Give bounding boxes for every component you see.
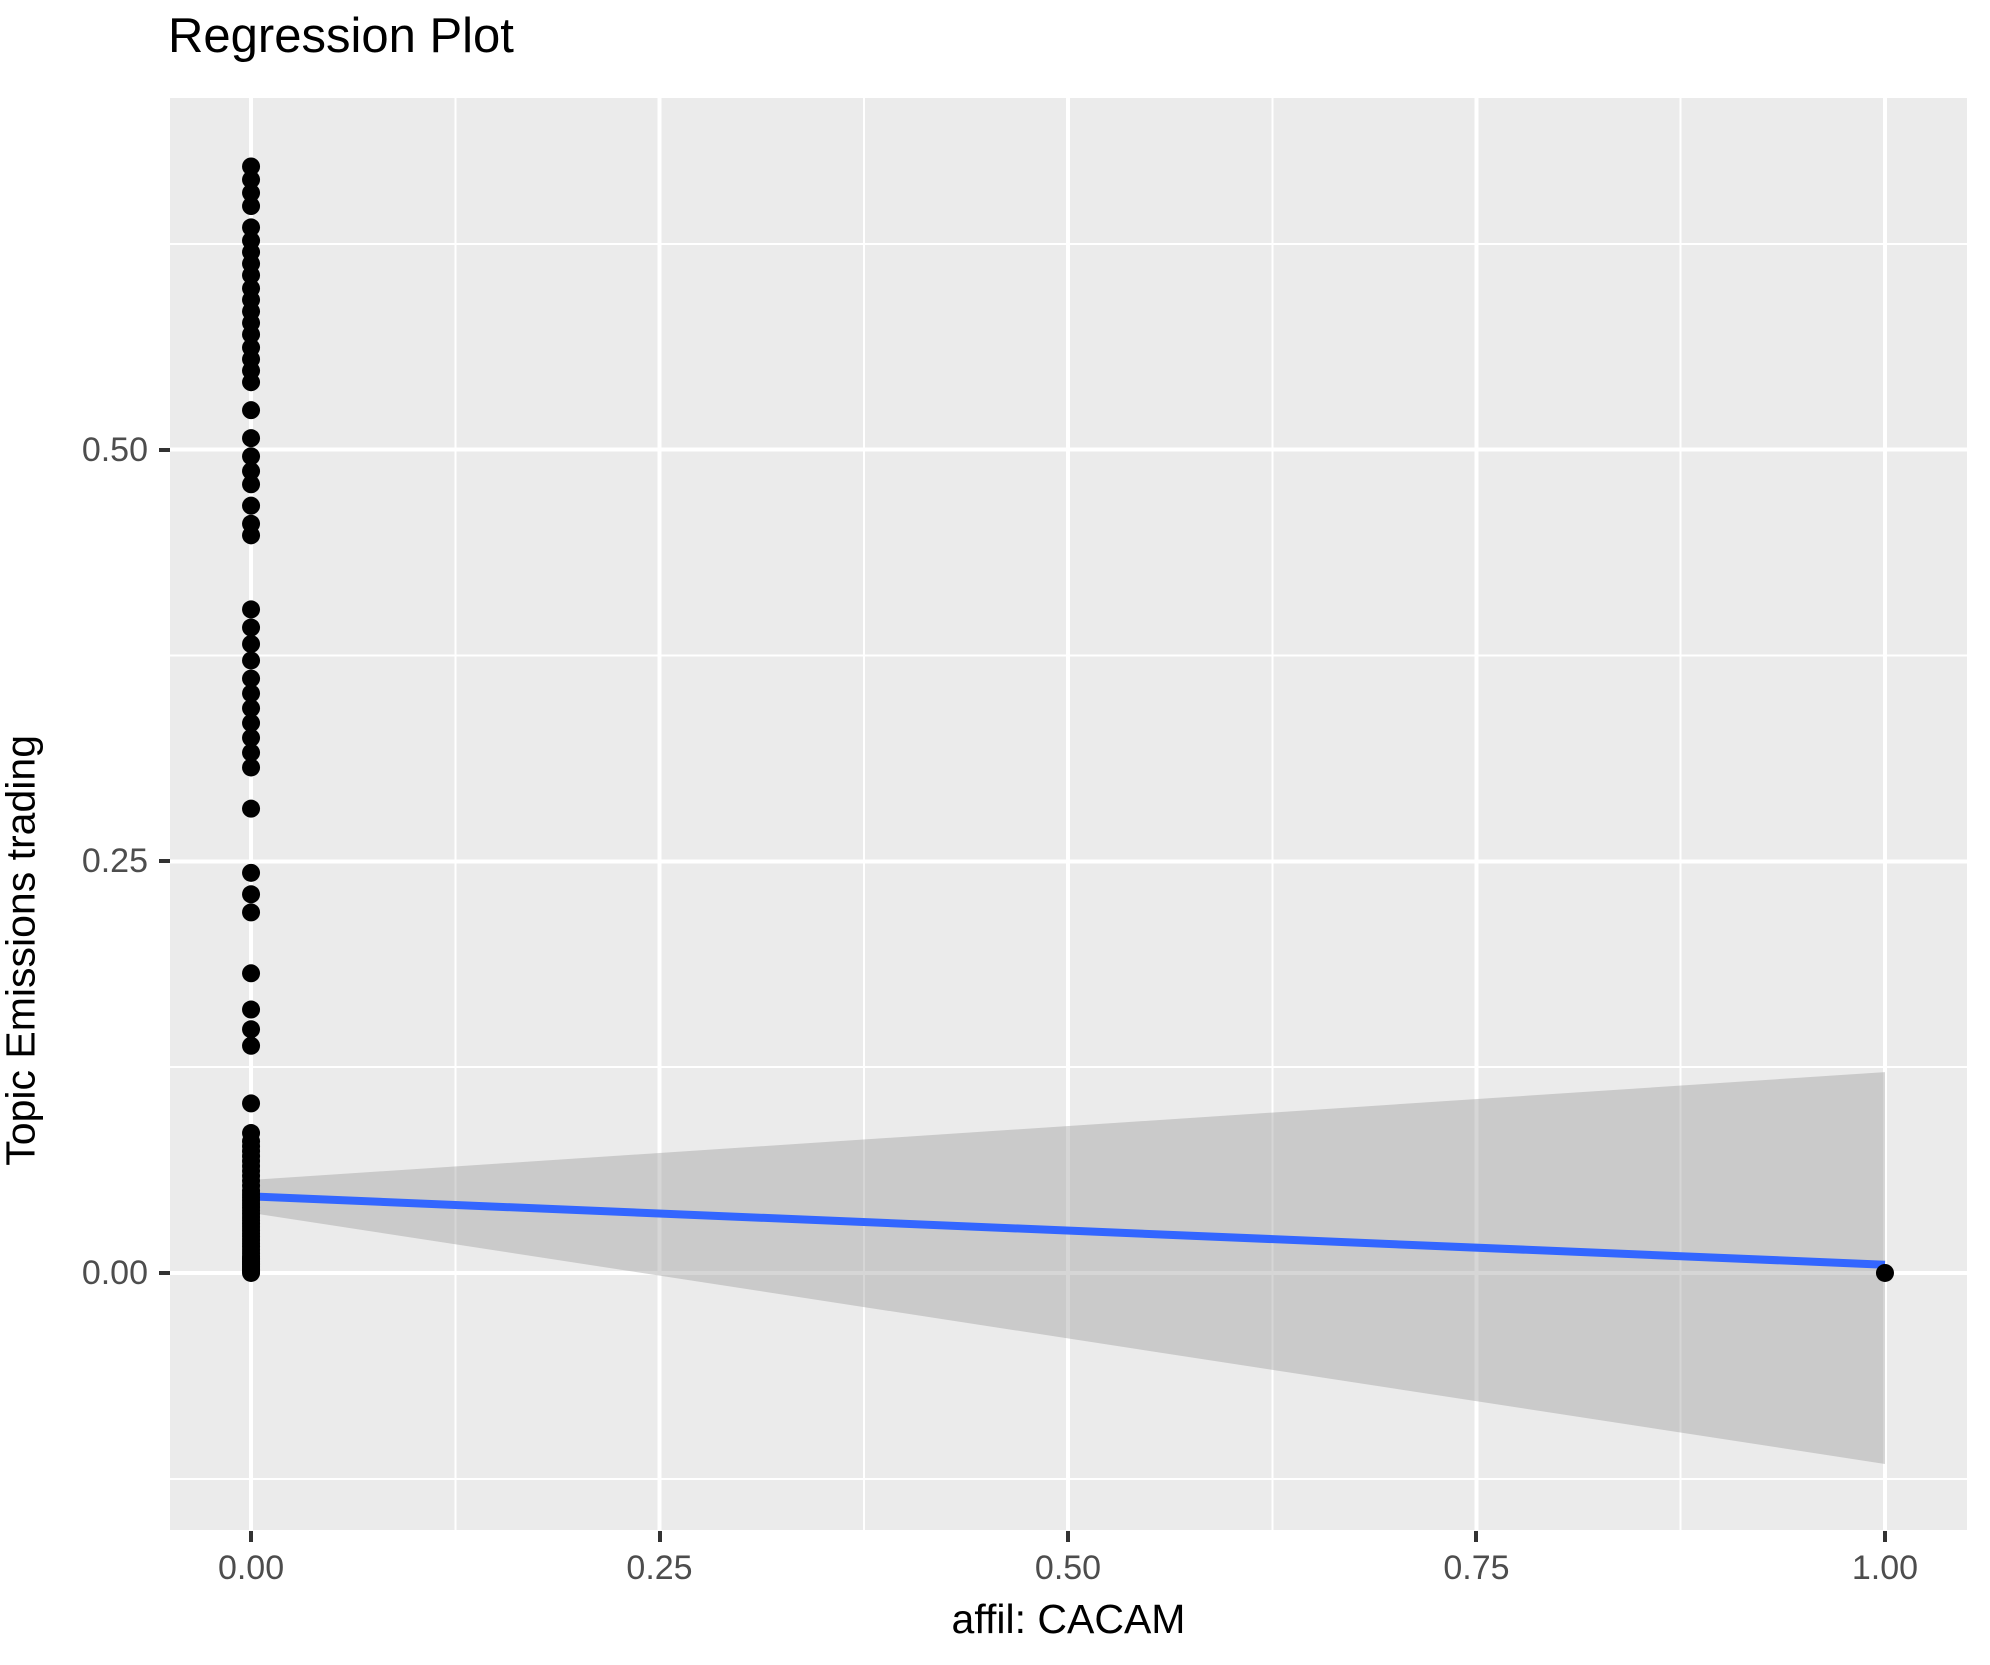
confidence-band [251,1072,1885,1464]
data-point [242,651,261,670]
y-tick-label: 0.25 [81,842,148,881]
data-point [242,462,261,481]
x-tick-label: 0.00 [217,1549,285,1587]
y-axis-title-text: Topic Emissions trading [0,735,43,1166]
x-axis-title: affil: CACAM [951,1596,1186,1642]
data-point [242,496,261,515]
data-point [242,863,261,882]
regression-line [250,1192,1886,1269]
data-point [242,170,261,189]
y-tick-mark [159,447,170,452]
data-point [242,618,261,637]
data-point [242,266,261,285]
data-point [242,903,261,922]
x-tick-label: 0.25 [626,1549,693,1587]
x-tick-mark [657,1531,662,1542]
data-point [242,600,261,619]
data-point [242,799,261,818]
data-point [242,526,261,545]
data-point [242,325,261,344]
data-point [242,218,261,237]
data-point [242,429,261,448]
x-tick-label: 0.50 [1034,1549,1102,1587]
data-point [242,758,261,777]
data-point [242,699,261,718]
y-tick-label: 0.50 [81,430,148,469]
data-point [242,714,261,733]
x-tick-label: 0.75 [1443,1549,1510,1587]
data-point [242,885,261,904]
data-point [242,634,261,653]
x-tick-mark [1474,1531,1479,1542]
data-point [242,684,261,703]
data-point [242,1036,261,1055]
data-point [242,197,261,216]
data-point [242,1094,261,1113]
data-point [242,1263,261,1282]
y-tick-mark [159,859,170,864]
data-point [242,401,261,420]
plot-panel [170,98,1967,1530]
data-point [242,1000,261,1019]
x-tick-mark [249,1531,254,1542]
data-point [242,728,261,747]
x-tick-label: 1.00 [1851,1549,1919,1587]
data-point [242,447,261,466]
data-point [242,183,261,202]
data-point [242,1020,261,1039]
y-tick-label: 0.00 [81,1253,148,1292]
data-point [242,157,261,176]
data-point [1875,1263,1894,1282]
data-point [242,964,261,983]
data-point [242,743,261,762]
chart-canvas [170,98,1967,1530]
data-point [242,373,261,392]
x-tick-mark [1882,1531,1887,1542]
y-tick-mark [159,1270,170,1275]
x-tick-mark [1066,1531,1070,1542]
plot-title: Regression Plot [168,9,514,63]
data-point [242,475,261,494]
data-point [242,669,261,688]
